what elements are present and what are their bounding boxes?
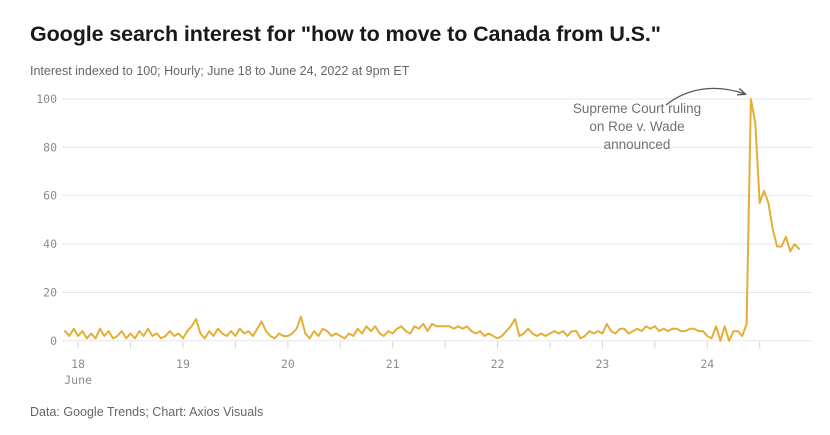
x-axis-label-23: 23 <box>595 357 609 371</box>
annotation-text: Supreme Court ruling on Roe v. Wade anno… <box>557 100 717 154</box>
y-axis-label-40: 40 <box>43 237 57 251</box>
x-axis-label-24: 24 <box>700 357 714 371</box>
y-axis-label-0: 0 <box>50 334 57 348</box>
annotation-line-1: Supreme Court ruling <box>572 101 702 116</box>
x-axis-label-20: 20 <box>281 357 295 371</box>
search-interest-line <box>64 98 800 342</box>
x-axis-label-22: 22 <box>491 357 505 371</box>
x-axis-label-19: 19 <box>176 357 190 371</box>
annotation-arrow <box>665 87 745 106</box>
x-axis-label-21: 21 <box>386 357 400 371</box>
y-axis-label-80: 80 <box>43 140 57 154</box>
x-axis-month-label: June <box>64 373 92 387</box>
y-axis-label-60: 60 <box>43 189 57 203</box>
annotation-line-3: announced <box>603 137 671 152</box>
x-axis-label-18: 18 <box>71 357 85 371</box>
chart-title: Google search interest for "how to move … <box>30 22 661 46</box>
annotation-line-2: on Roe v. Wade <box>589 119 685 134</box>
y-axis-label-20: 20 <box>43 285 57 299</box>
chart-subtitle: Interest indexed to 100; Hourly; June 18… <box>30 64 410 78</box>
source-credit: Data: Google Trends; Chart: Axios Visual… <box>30 405 264 419</box>
y-axis-label-100: 100 <box>36 92 57 106</box>
